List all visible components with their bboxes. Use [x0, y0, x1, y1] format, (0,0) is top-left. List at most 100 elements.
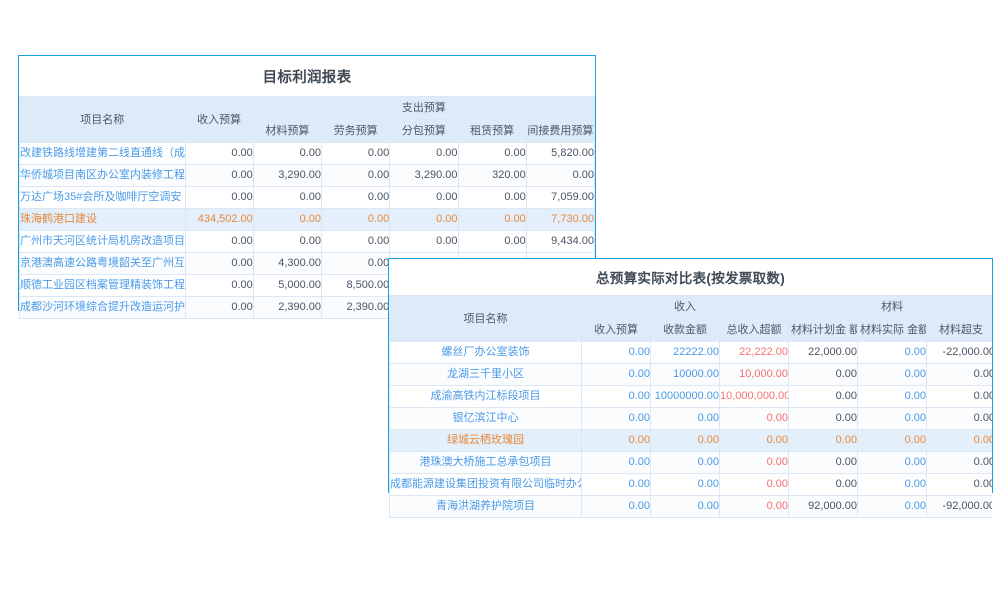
table-row[interactable]: 万达广场35#会所及咖啡厅空调安 0.00 0.00 0.00 0.00 0.00 7,05… — [19, 186, 595, 209]
compare-cell-income-received: 10000.00 — [650, 363, 720, 386]
compare-cell-material-plan: 92,000.00 — [788, 495, 859, 518]
compare-cell-material-actual: 0.00 — [857, 495, 928, 518]
budget-th-name[interactable]: 项目名称 — [19, 96, 186, 143]
compare-th-material-group: 材料 — [788, 295, 992, 319]
table-row[interactable]: 青海洪湖养护院项目 0.00 0.00 0.00 92,000.00 0.00 -92,00… — [389, 495, 992, 518]
budget-cell-0: 0.00 — [184, 164, 254, 187]
budget-cell-1: 0.00 — [252, 142, 323, 165]
compare-report-title: 总预算实际对比表(按发票取数) — [389, 259, 992, 295]
compare-cell-income-excess: 0.00 — [718, 407, 790, 430]
compare-row-name[interactable]: 龙湖三千里小区 — [389, 363, 582, 386]
budget-th-lease[interactable]: 租赁预算 — [457, 119, 527, 143]
budget-cell-5: 7,059.00 — [525, 186, 595, 209]
budget-th-material[interactable]: 材料预算 — [252, 119, 323, 143]
table-row[interactable]: 珠海鹤港口建设 434,502.00 0.00 0.00 0.00 0.00 7,730.0… — [19, 208, 595, 231]
table-row[interactable]: 成渝高铁内江标段项目 0.00 10000000.00 10,000,000.00 0.… — [389, 385, 992, 408]
budget-cell-2: 8,500.00 — [321, 274, 391, 297]
compare-report-thead: 项目名称 收入 材料 收入预算 收款金额 总收入超额 材料计划金 额 材料实际 … — [389, 295, 992, 342]
compare-cell-material-overrun: -22,000.00 — [926, 341, 992, 364]
budget-th-income-budget[interactable]: 收入预算 — [184, 96, 254, 143]
compare-cell-income-budget: 0.00 — [581, 429, 651, 452]
budget-cell-4: 0.00 — [457, 208, 527, 231]
budget-row-name[interactable]: 万达广场35#会所及咖啡厅空调安 — [19, 186, 186, 209]
budget-cell-4: 0.00 — [457, 230, 527, 253]
compare-cell-income-excess: 0.00 — [718, 495, 790, 518]
budget-cell-3: 0.00 — [389, 142, 459, 165]
budget-row-name[interactable]: 京港澳高速公路粤境韶关至广州互 — [19, 252, 186, 275]
budget-report-table: 项目名称 收入预算 支出预算 材料预算 劳务预算 分包预算 租赁预算 间接费用预… — [19, 96, 595, 319]
compare-th-income-excess[interactable]: 总收入超额 — [718, 318, 790, 342]
budget-row-name[interactable]: 顺德工业园区档案管理精装饰工程 — [19, 274, 186, 297]
budget-cell-2: 0.00 — [321, 142, 391, 165]
compare-cell-material-actual: 0.00 — [857, 407, 928, 430]
budget-report-table-wrap: 项目名称 收入预算 支出预算 材料预算 劳务预算 分包预算 租赁预算 间接费用预… — [19, 96, 595, 319]
compare-cell-material-plan: 0.00 — [788, 473, 859, 496]
compare-row-name[interactable]: 成都能源建设集团投资有限公司临时办公场所装修 — [389, 473, 582, 496]
compare-cell-material-actual: 0.00 — [857, 385, 928, 408]
compare-th-income-budget[interactable]: 收入预算 — [581, 318, 651, 342]
compare-row-name[interactable]: 螺丝厂办公室装饰 — [389, 341, 582, 364]
compare-row-name[interactable]: 绿城云栖玫瑰园 — [389, 429, 582, 452]
compare-th-income-group: 收入 — [580, 295, 790, 319]
compare-cell-material-overrun: 0.00 — [926, 407, 992, 430]
budget-cell-5: 5,820.00 — [525, 142, 595, 165]
budget-th-indirect[interactable]: 间接费用预算 — [525, 119, 595, 143]
compare-cell-material-overrun: 0.00 — [926, 385, 992, 408]
compare-cell-income-excess: 10,000,000.00 — [718, 385, 790, 408]
budget-cell-0: 0.00 — [184, 296, 254, 319]
compare-th-material-plan[interactable]: 材料计划金 额 — [788, 318, 859, 342]
compare-row-name[interactable]: 银亿滨江中心 — [389, 407, 582, 430]
compare-cell-material-plan: 22,000.00 — [788, 341, 859, 364]
compare-cell-material-overrun: 0.00 — [926, 473, 992, 496]
table-row[interactable]: 改建铁路线增建第二线直通线（成 0.00 0.00 0.00 0.00 0.00 5,820… — [19, 142, 595, 165]
table-row[interactable]: 广州市天河区统计局机房改造项目 0.00 0.00 0.00 0.00 0.00 9,434… — [19, 230, 595, 253]
budget-row-name[interactable]: 珠海鹤港口建设 — [19, 208, 186, 231]
budget-cell-2: 0.00 — [321, 230, 391, 253]
budget-report-panel: 目标利润报表 项目名称 收入预算 支出预算 材料预算 劳务预算 — [18, 55, 596, 319]
budget-row-name[interactable]: 成都沙河环境综合提升改造运河护 — [19, 296, 186, 319]
compare-cell-material-plan: 0.00 — [788, 429, 859, 452]
budget-th-expense-group: 支出预算 — [252, 96, 595, 120]
compare-cell-material-plan: 0.00 — [788, 363, 859, 386]
compare-cell-income-received: 0.00 — [650, 407, 720, 430]
compare-cell-material-actual: 0.00 — [857, 363, 928, 386]
budget-row-name[interactable]: 广州市天河区统计局机房改造项目 — [19, 230, 186, 253]
compare-cell-income-budget: 0.00 — [581, 341, 651, 364]
budget-report-title: 目标利润报表 — [19, 56, 595, 96]
budget-cell-3: 3,290.00 — [389, 164, 459, 187]
table-row[interactable]: 螺丝厂办公室装饰 0.00 22222.00 22,222.00 22,000.00 0.… — [389, 341, 992, 364]
table-row[interactable]: 成都能源建设集团投资有限公司临时办公场所装修0.000.000.000.000.… — [389, 473, 992, 496]
compare-row-name[interactable]: 青海洪湖养护院项目 — [389, 495, 582, 518]
budget-cell-5: 0.00 — [525, 164, 595, 187]
compare-cell-income-budget: 0.00 — [581, 385, 651, 408]
budget-cell-2: 0.00 — [321, 164, 391, 187]
compare-cell-material-plan: 0.00 — [788, 451, 859, 474]
compare-cell-income-budget: 0.00 — [581, 407, 651, 430]
compare-cell-income-excess: 0.00 — [718, 451, 790, 474]
compare-th-income-received[interactable]: 收款金额 — [650, 318, 720, 342]
budget-row-name[interactable]: 改建铁路线增建第二线直通线（成 — [19, 142, 186, 165]
compare-cell-income-budget: 0.00 — [581, 495, 651, 518]
budget-th-subcontract[interactable]: 分包预算 — [389, 119, 459, 143]
budget-row-name[interactable]: 华侨城项目南区办公室内装修工程 — [19, 164, 186, 187]
compare-report-table: 项目名称 收入 材料 收入预算 收款金额 总收入超额 材料计划金 额 材料实际 … — [389, 295, 992, 518]
table-row[interactable]: 华侨城项目南区办公室内装修工程 0.00 3,290.00 0.00 3,290.00 3… — [19, 164, 595, 187]
compare-th-name[interactable]: 项目名称 — [389, 295, 582, 342]
budget-cell-3: 0.00 — [389, 230, 459, 253]
budget-th-labor[interactable]: 劳务预算 — [321, 119, 391, 143]
budget-cell-0: 0.00 — [184, 230, 254, 253]
compare-th-material-actual[interactable]: 材料实际 金额 — [857, 318, 928, 342]
compare-cell-income-received: 0.00 — [650, 429, 720, 452]
budget-cell-0: 0.00 — [184, 142, 254, 165]
compare-row-name[interactable]: 港珠澳大桥施工总承包项目 — [389, 451, 582, 474]
budget-cell-1: 2,390.00 — [252, 296, 323, 319]
budget-cell-2: 2,390.00 — [321, 296, 391, 319]
compare-row-name[interactable]: 成渝高铁内江标段项目 — [389, 385, 582, 408]
compare-cell-income-excess: 22,222.00 — [718, 341, 790, 364]
compare-th-material-overrun[interactable]: 材料超支 — [926, 318, 992, 342]
